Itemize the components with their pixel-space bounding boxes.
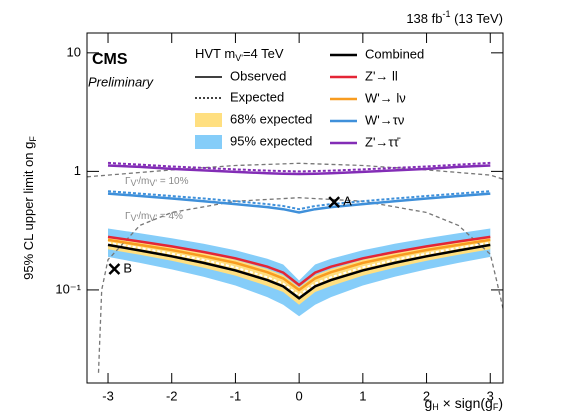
x-tick-label: 1 xyxy=(359,388,366,403)
width-label: ΓV'/mV' = 10% xyxy=(125,176,189,189)
legend-label: 95% expected xyxy=(230,133,312,148)
legend-label: Combined xyxy=(365,46,424,61)
x-tick-label: -3 xyxy=(102,388,114,403)
x-tick-label: 0 xyxy=(296,388,303,403)
point-label: B xyxy=(123,260,132,275)
point-marker xyxy=(108,263,121,275)
observed-line xyxy=(107,192,491,214)
preliminary-label: Preliminary xyxy=(88,74,155,89)
y-axis-label: 95% CL upper limit on gF xyxy=(21,136,38,280)
observed-line xyxy=(107,243,491,300)
observed-line xyxy=(107,238,491,292)
y-tick-label: 10⁻¹ xyxy=(55,281,81,296)
x-tick-label: 3 xyxy=(487,388,494,403)
expected-line xyxy=(107,190,491,211)
observed-line xyxy=(107,164,491,176)
expected-line xyxy=(107,241,491,297)
x-tick-label: 2 xyxy=(423,388,430,403)
width-label: ΓV'/mV' = 4% xyxy=(125,211,183,224)
cms-label: CMS xyxy=(92,51,128,68)
expected-line xyxy=(107,161,491,173)
legend-label: Z'→ ll xyxy=(365,68,398,83)
y-tick-label: 10 xyxy=(67,44,81,59)
energy-label: 138 fb-1 (13 TeV) xyxy=(406,9,503,26)
x-tick-label: -1 xyxy=(230,388,242,403)
width-contour xyxy=(87,162,503,180)
point-cross xyxy=(108,263,121,275)
point-cross xyxy=(328,196,341,209)
legend-label: Observed xyxy=(230,68,286,83)
band xyxy=(108,236,491,305)
legend-label: 68% expected xyxy=(230,111,312,126)
observed-line xyxy=(107,235,491,287)
point-marker xyxy=(328,196,341,209)
legend-swatch xyxy=(195,113,222,127)
plot-frame xyxy=(86,32,504,384)
point-label: A xyxy=(343,194,352,209)
legend-label: W'→τν xyxy=(365,112,404,127)
legend-label: Z'→ττ̄ xyxy=(365,134,401,149)
width-contour xyxy=(97,197,503,373)
legend-label: Expected xyxy=(230,89,284,104)
legend-swatch xyxy=(195,135,222,149)
y-tick-label: 1 xyxy=(74,163,81,178)
band xyxy=(108,228,491,317)
x-axis-label: gH × sign(gF) xyxy=(424,395,503,413)
x-tick-label: -2 xyxy=(166,388,178,403)
legend-header: HVT mV'=4 TeV xyxy=(195,46,284,63)
legend-label: W'→ lν xyxy=(365,90,406,105)
